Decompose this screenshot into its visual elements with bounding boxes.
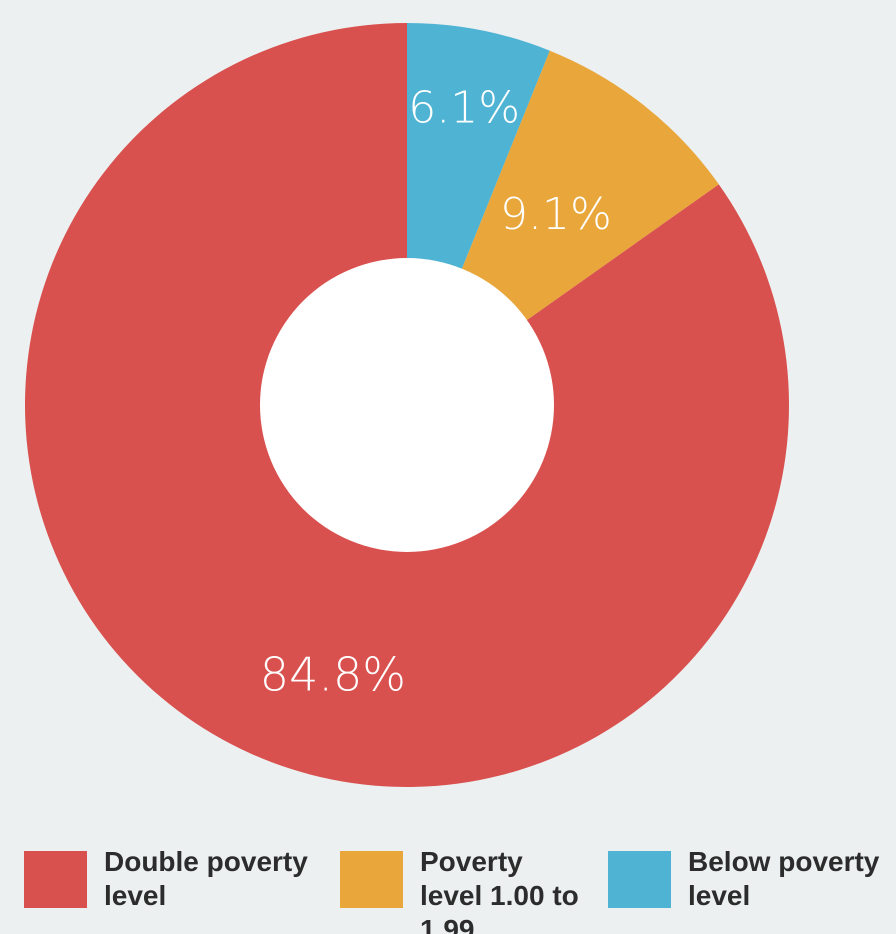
legend-swatch-below-poverty [608,851,671,908]
slice-label-2: 9.1% [500,189,612,240]
legend-swatch-poverty-level [340,851,403,908]
legend-item-poverty-level: Poverty level 1.00 to 1.99 [340,845,590,934]
legend-item-double-poverty: Double poverty level [24,845,334,913]
legend-swatch-double-poverty [24,851,87,908]
donut-hole [260,258,554,552]
legend-label-below-poverty: Below poverty level [688,846,880,911]
legend-item-below-poverty: Below poverty level [608,845,896,913]
slice-labels-group: 6.1% 9.1% 84.8% [260,82,612,701]
slice-label-3: 84.8% [260,648,406,702]
legend-label-double-poverty: Double poverty level [104,846,308,911]
legend-label-poverty-level: Poverty level 1.00 to 1.99 [420,846,579,934]
slice-label-1: 6.1% [408,82,520,133]
